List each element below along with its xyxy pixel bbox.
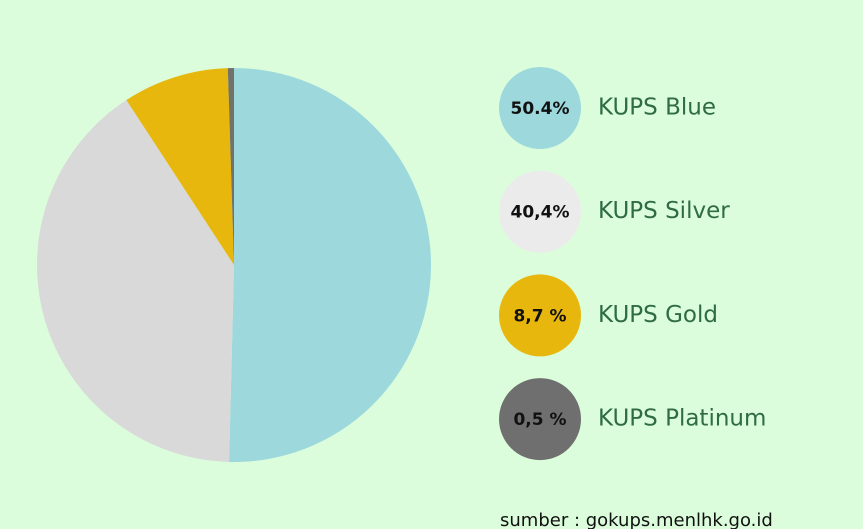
pie-slice xyxy=(126,68,234,266)
legend-label: KUPS Blue xyxy=(598,95,716,121)
legend-label: KUPS Gold xyxy=(598,302,718,328)
pie-slice xyxy=(229,68,432,463)
legend-swatch xyxy=(499,274,581,357)
legend-value: 8,7 % xyxy=(513,306,566,326)
legend-value: 50.4% xyxy=(511,99,570,119)
source: sumber : gokups.menlhk.go.id xyxy=(500,510,773,529)
legend-label: KUPS Platinum xyxy=(598,406,766,432)
pie-slice xyxy=(37,100,234,462)
legend-value: 0,5 % xyxy=(513,410,566,430)
legend-swatch xyxy=(499,378,581,461)
legend-label: KUPS Silver xyxy=(598,198,730,224)
pie-slice xyxy=(227,68,234,265)
legend-swatch xyxy=(499,170,581,253)
legend-swatch xyxy=(499,67,581,149)
legend-value: 40,4% xyxy=(511,203,570,223)
